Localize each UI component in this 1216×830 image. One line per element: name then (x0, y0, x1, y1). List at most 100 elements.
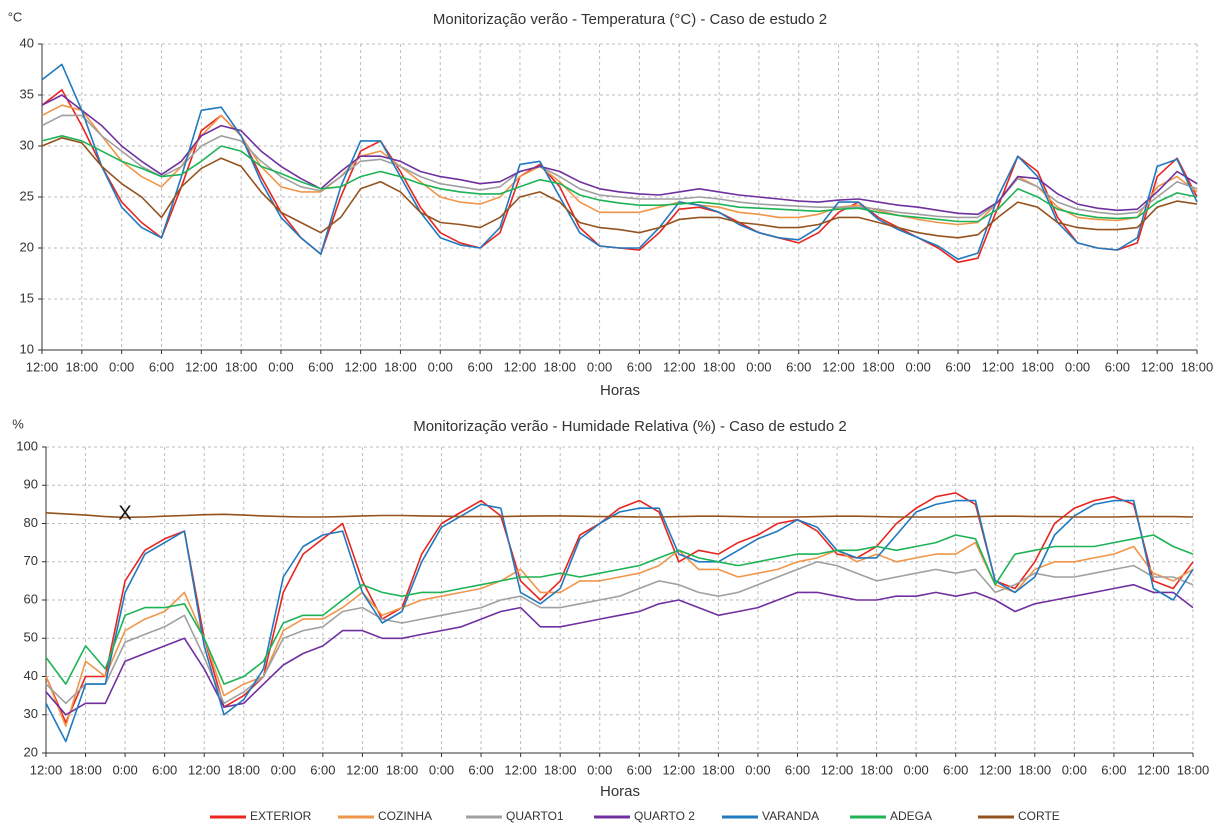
x-tick-label: 18:00 (227, 762, 260, 777)
x-tick-label: 0:00 (271, 762, 296, 777)
legend-label: VARANDA (762, 809, 819, 823)
x-axis-title: Horas (600, 382, 640, 399)
x-tick-label: 6:00 (310, 762, 335, 777)
x-tick-label: 12:00 (663, 762, 696, 777)
y-tick-label: 30 (24, 706, 38, 721)
x-tick-label: 0:00 (428, 359, 453, 374)
y-tick-label: 60 (24, 591, 38, 606)
x-tick-label: 0:00 (1065, 359, 1090, 374)
y-tick-label: 70 (24, 553, 38, 568)
y-tick-label: 100 (16, 438, 38, 453)
x-tick-label: 18:00 (860, 762, 893, 777)
annotation: X (118, 502, 131, 524)
y-tick-label: 30 (20, 137, 34, 152)
x-tick-label: 0:00 (587, 762, 612, 777)
legend-label: CORTE (1018, 809, 1060, 823)
y-tick-label: 10 (20, 341, 34, 356)
x-tick-label: 0:00 (1062, 762, 1087, 777)
x-tick-label: 6:00 (149, 359, 174, 374)
y-tick-label: 90 (24, 477, 38, 492)
series-line (45, 499, 1194, 743)
x-tick-label: 18:00 (1181, 359, 1214, 374)
chart-title: Monitorização verão - Humidade Relativa … (413, 418, 847, 435)
y-tick-label: 80 (24, 515, 38, 530)
series-line (45, 541, 1194, 727)
x-tick-label: 18:00 (384, 359, 417, 374)
y-tick-label: 20 (20, 239, 34, 254)
x-tick-label: 6:00 (786, 359, 811, 374)
x-tick-label: 6:00 (785, 762, 810, 777)
x-tick-label: 12:00 (982, 359, 1015, 374)
series-line (41, 63, 1198, 260)
x-tick-label: 6:00 (468, 762, 493, 777)
x-tick-label: 12:00 (979, 762, 1012, 777)
x-tick-label: 6:00 (627, 359, 652, 374)
y-tick-label: 20 (24, 744, 38, 759)
x-tick-label: 18:00 (703, 359, 736, 374)
legend-label: COZINHA (378, 809, 432, 823)
y-tick-label: 35 (20, 86, 34, 101)
series-line (45, 492, 1194, 724)
x-tick-label: 12:00 (1137, 762, 1170, 777)
x-tick-label: 18:00 (66, 359, 99, 374)
x-tick-label: 12:00 (346, 762, 379, 777)
x-tick-label: 18:00 (1021, 359, 1054, 374)
series-line (45, 534, 1194, 685)
x-tick-label: 18:00 (544, 762, 577, 777)
x-tick-label: 12:00 (188, 762, 221, 777)
x-tick-label: 18:00 (862, 359, 895, 374)
x-tick-label: 12:00 (504, 359, 537, 374)
series-line (41, 94, 1198, 216)
x-tick-label: 6:00 (945, 359, 970, 374)
x-tick-label: 18:00 (543, 359, 576, 374)
y-tick-label: 15 (20, 290, 34, 305)
series-line (41, 137, 1198, 239)
y-unit-label: °C (8, 9, 23, 24)
x-tick-label: 6:00 (1105, 359, 1130, 374)
x-tick-label: 12:00 (822, 359, 855, 374)
x-tick-label: 0:00 (109, 359, 134, 374)
x-tick-label: 6:00 (467, 359, 492, 374)
x-tick-label: 18:00 (386, 762, 419, 777)
x-tick-label: 18:00 (69, 762, 102, 777)
series-line (41, 89, 1198, 264)
x-tick-label: 12:00 (185, 359, 218, 374)
x-tick-label: 12:00 (504, 762, 537, 777)
series-line (41, 114, 1198, 219)
x-tick-label: 12:00 (663, 359, 696, 374)
x-tick-label: 12:00 (1141, 359, 1174, 374)
x-tick-label: 18:00 (225, 359, 258, 374)
x-tick-label: 12:00 (30, 762, 63, 777)
series-line (45, 512, 1194, 519)
x-tick-label: 6:00 (627, 762, 652, 777)
legend-label: EXTERIOR (250, 809, 312, 823)
x-tick-label: 0:00 (268, 359, 293, 374)
x-tick-label: 0:00 (746, 359, 771, 374)
y-tick-label: 40 (20, 35, 34, 50)
y-unit-label: % (12, 416, 24, 431)
x-tick-label: 12:00 (26, 359, 59, 374)
y-tick-label: 25 (20, 188, 34, 203)
x-tick-label: 0:00 (587, 359, 612, 374)
legend-label: QUARTO 2 (634, 809, 695, 823)
x-tick-label: 6:00 (943, 762, 968, 777)
x-tick-label: 12:00 (821, 762, 854, 777)
x-tick-label: 0:00 (906, 359, 931, 374)
series-line (41, 135, 1198, 223)
legend-label: QUARTO1 (506, 809, 564, 823)
x-tick-label: 0:00 (112, 762, 137, 777)
x-tick-label: 0:00 (745, 762, 770, 777)
x-tick-label: 18:00 (702, 762, 735, 777)
x-tick-label: 12:00 (344, 359, 377, 374)
chart-title: Monitorização verão - Temperatura (°C) -… (433, 11, 827, 28)
x-tick-label: 0:00 (429, 762, 454, 777)
series-line (45, 561, 1194, 705)
x-tick-label: 18:00 (1019, 762, 1052, 777)
series-line (41, 104, 1198, 226)
x-tick-label: 18:00 (1177, 762, 1210, 777)
legend-label: ADEGA (890, 809, 932, 823)
y-tick-label: 50 (24, 630, 38, 645)
x-tick-label: 6:00 (1101, 762, 1126, 777)
x-axis-title: Horas (600, 783, 640, 800)
